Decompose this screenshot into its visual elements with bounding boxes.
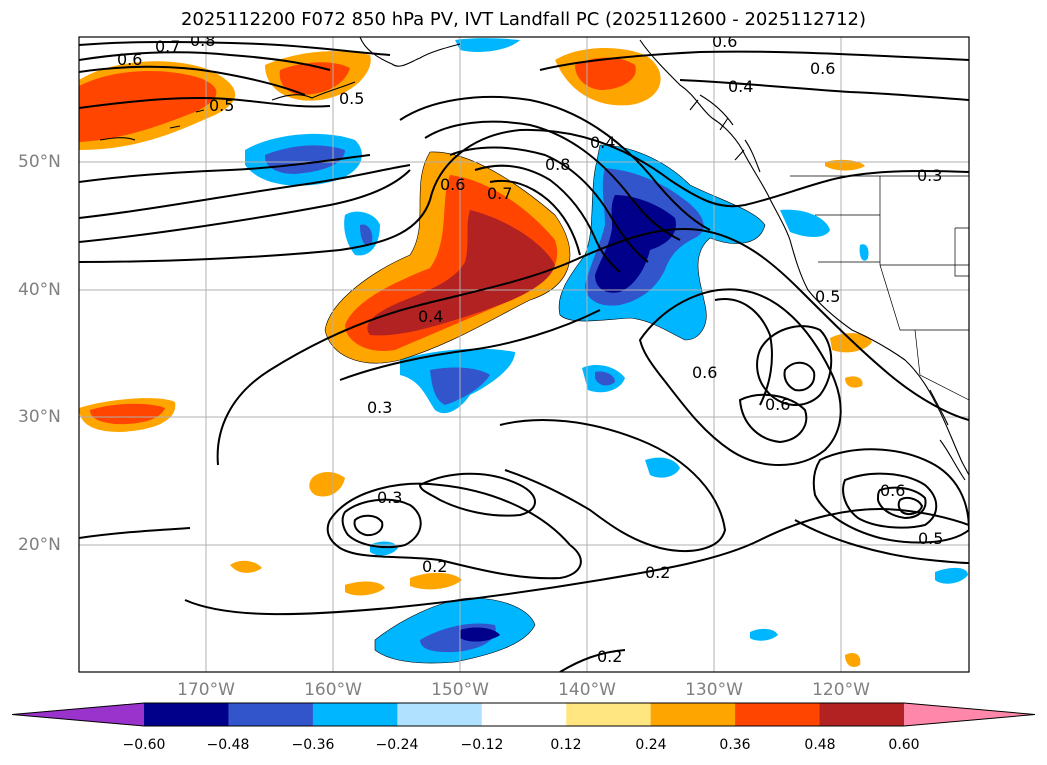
contour-label: 0.5 — [815, 287, 840, 306]
colorbar-tick-label: 0.24 — [635, 737, 667, 753]
colorbar-tick-label: −0.36 — [291, 737, 335, 753]
colorbar-segment — [228, 703, 314, 726]
lat-lon-grid — [79, 37, 969, 672]
colorbar-tick-label: 0.60 — [888, 737, 920, 753]
colorbar-tick-label: 0.48 — [804, 737, 836, 753]
coastlines — [99, 37, 969, 481]
contour-label: 0.4 — [590, 133, 615, 152]
shading-outlines — [324, 144, 766, 664]
contour-label: 0.2 — [597, 647, 622, 666]
colorbar-tick-label: −0.12 — [460, 737, 504, 753]
pv-contours — [79, 40, 969, 672]
colorbar-segment — [312, 703, 398, 726]
colorbar-segment — [566, 703, 652, 726]
colorbar-segment — [819, 703, 905, 726]
contour-labels: 0.7 0.8 0.6 0.5 0.5 0.6 0.4 0.6 0.4 0.8 … — [117, 31, 943, 666]
contour-label: 0.7 — [487, 184, 512, 203]
colorbar-segment — [650, 703, 736, 726]
colorbar-extend-low — [12, 703, 144, 726]
lat-tick-label: 20°N — [18, 535, 61, 555]
contour-label: 0.6 — [117, 50, 142, 69]
colorbar-extend-high — [904, 703, 1035, 726]
colorbar-tick-label: −0.24 — [375, 737, 419, 753]
contour-label: 0.8 — [545, 155, 570, 174]
lon-tick-label: 160°W — [304, 680, 362, 700]
lon-tick-label: 140°W — [558, 680, 616, 700]
lon-tick-label: 170°W — [177, 680, 235, 700]
colorbar-tick-label: −0.60 — [122, 737, 166, 753]
contour-label: 0.7 — [155, 37, 180, 56]
map-panel: 0.7 0.8 0.6 0.5 0.5 0.6 0.4 0.6 0.4 0.8 … — [79, 31, 969, 672]
colorbar-outline — [11, 702, 1036, 727]
contour-label: 0.5 — [339, 89, 364, 108]
colorbar-segment — [481, 703, 567, 726]
contour-label: 0.5 — [209, 96, 234, 115]
lon-tick-label: 130°W — [685, 680, 743, 700]
contour-label: 0.3 — [367, 398, 392, 417]
lon-tick-label: 120°W — [812, 680, 870, 700]
contour-label: 0.6 — [810, 59, 835, 78]
contour-label: 0.2 — [422, 557, 447, 576]
lat-tick-label: 30°N — [18, 407, 61, 427]
contour-label: 0.8 — [190, 31, 215, 50]
colorbar-tick-label: 0.12 — [550, 737, 582, 753]
map-title: 2025112200 F072 850 hPa PV, IVT Landfall… — [180, 9, 867, 30]
contour-label: 0.6 — [440, 175, 465, 194]
contour-label: 0.6 — [712, 32, 737, 51]
contour-label: 0.6 — [765, 395, 790, 414]
contour-label: 0.6 — [880, 481, 905, 500]
contour-label: 0.4 — [418, 307, 443, 326]
contour-label: 0.3 — [917, 166, 942, 185]
colorbar-tick-label: −0.48 — [206, 737, 250, 753]
political-borders — [790, 175, 969, 401]
contour-label: 0.4 — [728, 77, 753, 96]
lat-tick-label: 50°N — [18, 152, 61, 172]
contour-label: 0.6 — [692, 363, 717, 382]
contour-label: 0.5 — [918, 529, 943, 548]
colorbar-segment — [735, 703, 821, 726]
contour-label: 0.2 — [645, 563, 670, 582]
colorbar — [11, 702, 1036, 727]
colorbar-segment — [144, 703, 229, 726]
contour-label: 0.3 — [377, 488, 402, 507]
colorbar-segment — [397, 703, 483, 726]
lon-tick-label: 150°W — [431, 680, 489, 700]
lat-tick-label: 40°N — [18, 280, 61, 300]
colorbar-tick-label: 0.36 — [719, 737, 751, 753]
map-frame — [78, 36, 970, 673]
